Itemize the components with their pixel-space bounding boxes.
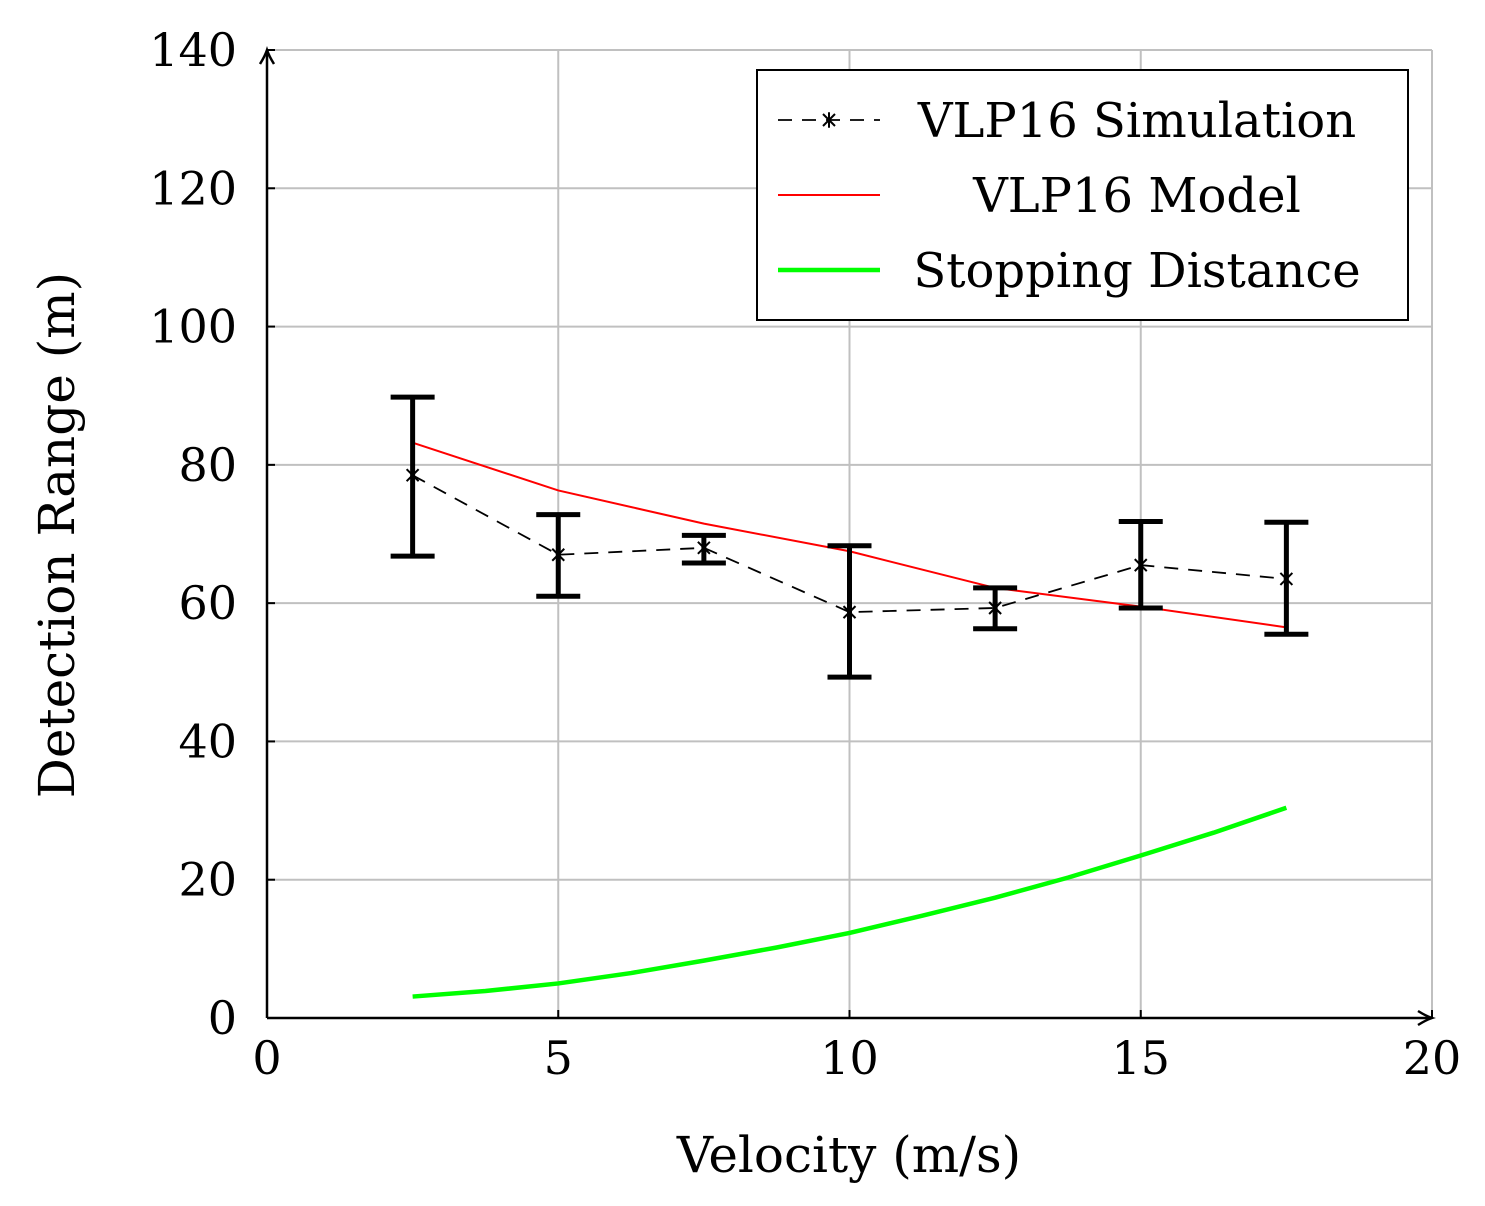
simulation-marker-4 [988,600,1002,616]
legend-entries: VLP16 Simulation VLP16 Model Stopping Dist… [778,93,1361,299]
legend-entry-vlp16-simulation: VLP16 Simulation [778,93,1356,149]
simulation-marker-1 [551,546,565,563]
y-tick-label-1: 20 [178,853,237,907]
x-tick-label-2: 10 [820,1031,879,1085]
y-tick-label-4: 80 [178,438,237,492]
y-tick-label-0: 0 [208,991,237,1045]
y-tick-label-3: 60 [178,576,237,630]
x-tick-label-3: 15 [1111,1031,1170,1085]
y-tick-label-7: 140 [149,23,237,77]
legend-label-stopping-distance: Stopping Distance [913,243,1360,299]
simulation-marker-3 [842,604,857,620]
y-tick-label-6: 120 [149,161,237,215]
y-axis-label: Detection Range (m) [28,272,86,798]
y-tick-label-2: 40 [178,714,237,768]
tick-labels: 0 5 10 15 20 0 20 40 60 80 100 120 140 [149,23,1461,1085]
y-tick-label-5: 100 [149,300,237,354]
x-tick-label-0: 0 [252,1031,281,1085]
legend-marker-vlp16-simulation [822,112,836,128]
simulation-marker-2 [697,540,711,556]
legend-entry-stopping-distance: Stopping Distance [778,243,1361,299]
x-tick-label-4: 20 [1403,1031,1462,1085]
simulation-marker-6 [1279,571,1294,587]
legend: VLP16 Simulation VLP16 Model Stopping Dist… [756,69,1409,321]
simulation-marker-0 [405,467,420,484]
legend-label-vlp16-model: VLP16 Model [972,168,1301,224]
x-axis-label: Velocity (m/s) [676,1126,1021,1184]
x-tick-label-1: 5 [544,1031,573,1085]
simulation-marker-5 [1134,557,1148,573]
series-stopping-distance-line [412,805,1288,999]
legend-label-vlp16-simulation: VLP16 Simulation [917,93,1356,149]
plot-series [390,394,1309,999]
legend-entry-vlp16-model: VLP16 Model [778,168,1301,224]
axes [258,46,1436,1027]
